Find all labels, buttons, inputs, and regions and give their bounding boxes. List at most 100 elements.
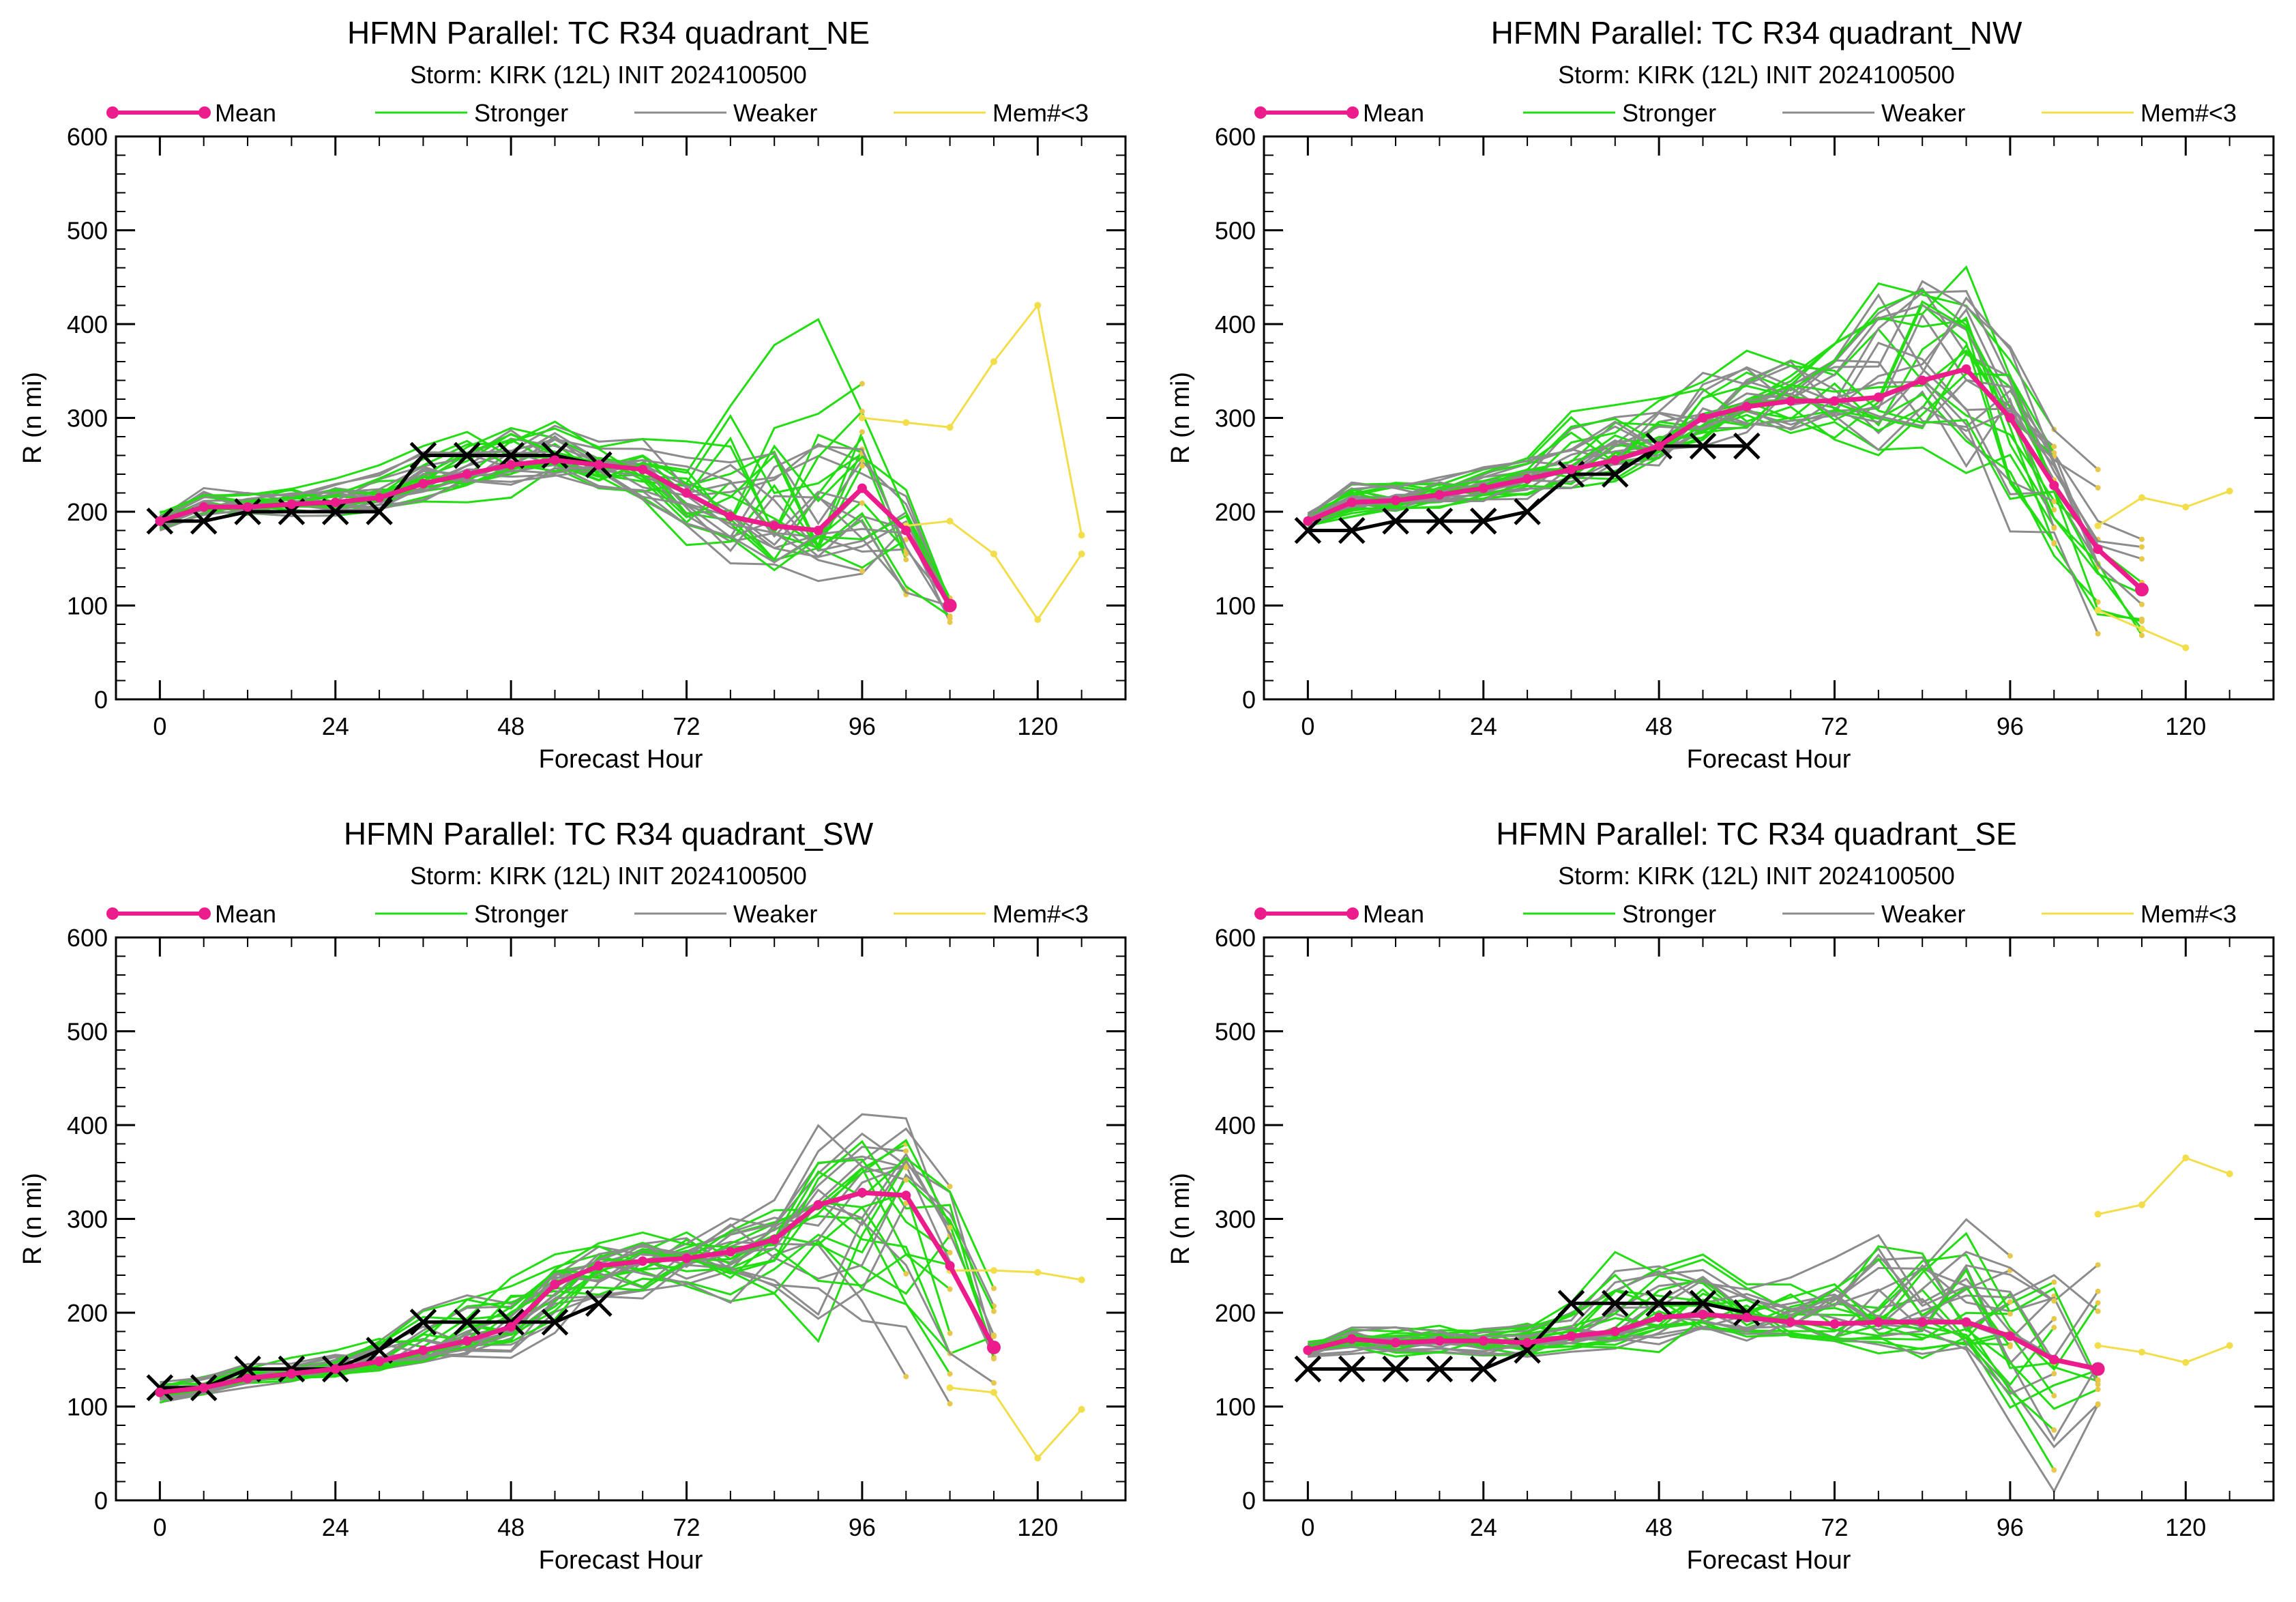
mean-point — [681, 488, 692, 498]
mean-point — [2134, 583, 2149, 597]
ensemble-member-end-point — [2138, 556, 2145, 562]
ensemble-member-end-point — [2138, 544, 2145, 550]
ensemble-member-line — [1308, 1253, 2055, 1363]
mean-point — [1654, 441, 1664, 451]
few-members-point — [1034, 616, 1042, 624]
y-tick-label: 500 — [1215, 1018, 1256, 1046]
mean-point — [1391, 495, 1401, 506]
few-members-point — [1078, 1276, 1085, 1283]
mean-point — [1434, 1336, 1445, 1346]
x-tick-label: 24 — [322, 1513, 349, 1541]
x-tick-label: 48 — [1645, 1513, 1673, 1541]
few-members-point — [2138, 1348, 2145, 1356]
mean-point — [243, 1373, 253, 1384]
mean-point — [243, 502, 253, 512]
mean-point — [506, 1322, 516, 1332]
legend-label-mean: Mean — [215, 900, 276, 928]
ensemble-member-end-point — [2095, 1300, 2101, 1306]
y-tick-label: 100 — [67, 1393, 108, 1421]
x-tick-label: 96 — [1997, 1513, 2024, 1541]
legend-label-stronger: Stronger — [1622, 900, 1716, 928]
y-tick-label: 0 — [94, 686, 108, 714]
chart-subtitle: Storm: KIRK (12L) INIT 2024100500 — [1558, 61, 1955, 89]
ensemble-member-end-point — [2051, 540, 2057, 546]
best-track-marker — [1469, 507, 1497, 535]
x-tick-label: 0 — [153, 712, 166, 740]
ensemble-member-end-point — [947, 1225, 953, 1231]
ensemble-member-line — [159, 465, 863, 572]
mean-point — [330, 497, 340, 508]
ensemble-member-end-point — [2095, 1308, 2101, 1314]
y-tick-label: 400 — [1215, 310, 1256, 338]
mean-point — [593, 1261, 604, 1271]
chart-title: HFMN Parallel: TC R34 quadrant_NE — [347, 15, 870, 50]
mean-point — [1610, 1326, 1620, 1337]
few-members-point — [946, 517, 954, 525]
x-tick-label: 48 — [497, 1513, 525, 1541]
ensemble-member-end-point — [2095, 1288, 2101, 1294]
few-members-point — [2226, 1342, 2233, 1350]
mean-point — [1346, 1334, 1357, 1344]
ensemble-member-line — [1307, 379, 2143, 549]
legend-dot-mean — [198, 106, 211, 119]
best-track-marker — [1294, 516, 1322, 544]
mean-point — [374, 1356, 385, 1367]
chart-panel-2: HFMN Parallel: TC R34 quadrant_NW Storm: … — [1166, 15, 2275, 774]
mean-point — [725, 1247, 735, 1257]
ensemble-member-end-point — [859, 381, 865, 387]
few-members-point — [2182, 644, 2190, 652]
best-track-marker — [1469, 1355, 1497, 1383]
ensemble-member-end-point — [990, 1380, 997, 1386]
mean-point — [155, 1387, 165, 1397]
ensemble-member-end-point — [947, 1286, 953, 1292]
legend-label-stronger: Stronger — [1622, 99, 1716, 127]
few-members-point — [990, 1267, 997, 1275]
mean-point — [2093, 544, 2103, 554]
ensemble-member-end-point — [947, 1184, 953, 1190]
chart-title: HFMN Parallel: TC R34 quadrant_NW — [1491, 15, 2022, 50]
ensemble-member-end-point — [2095, 1262, 2101, 1268]
ensemble-member-end-point — [2051, 1315, 2057, 1322]
y-tick-label: 400 — [67, 310, 108, 338]
mean-point — [943, 598, 957, 613]
ensemble-member-end-point — [2051, 1467, 2057, 1473]
y-axis-label: R (n mi) — [1166, 372, 1195, 464]
mean-point — [286, 1369, 297, 1379]
few-members-point — [1034, 1455, 1042, 1462]
best-track-marker — [1382, 507, 1409, 535]
chart-subtitle: Storm: KIRK (12L) INIT 2024100500 — [1558, 862, 1955, 890]
mean-point — [901, 1191, 911, 1201]
mean-point — [1829, 396, 1840, 406]
y-axis-label: R (n mi) — [1166, 1173, 1195, 1265]
few-members-point — [990, 550, 997, 557]
x-tick-label: 48 — [1645, 712, 1673, 740]
few-members-point — [2226, 1170, 2233, 1178]
mean-point — [1961, 1317, 1971, 1327]
ensemble-member-line — [160, 1139, 995, 1397]
legend-dot-mean — [1254, 907, 1267, 920]
mean-point — [2005, 413, 2015, 423]
mean-point — [1829, 1319, 1840, 1329]
few-members-line — [950, 1386, 1083, 1460]
mean-point — [1786, 1317, 1796, 1327]
mean-point — [769, 1234, 780, 1244]
few-members-point — [1078, 1406, 1085, 1413]
mean-point — [813, 1199, 823, 1210]
x-tick-label: 72 — [673, 712, 700, 740]
ensemble-member-end-point — [859, 500, 865, 506]
chart-panel-1: HFMN Parallel: TC R34 quadrant_NE Storm: … — [18, 15, 1127, 774]
mean-point — [1478, 483, 1488, 493]
few-members-point — [2094, 522, 2102, 529]
mean-point — [593, 460, 604, 470]
y-tick-label: 400 — [1215, 1111, 1256, 1139]
legend-label-stronger: Stronger — [474, 900, 568, 928]
best-track-marker — [190, 507, 218, 535]
y-tick-label: 300 — [1215, 1206, 1256, 1234]
ensemble-member-line — [159, 459, 863, 538]
ensemble-member-line — [159, 424, 951, 604]
ensemble-member-end-point — [2095, 630, 2101, 637]
few-members-point — [2182, 504, 2190, 511]
ensemble-member-end-point — [2051, 1298, 2057, 1304]
best-track-marker — [1602, 1290, 1629, 1317]
ensemble-member-end-point — [859, 409, 865, 415]
